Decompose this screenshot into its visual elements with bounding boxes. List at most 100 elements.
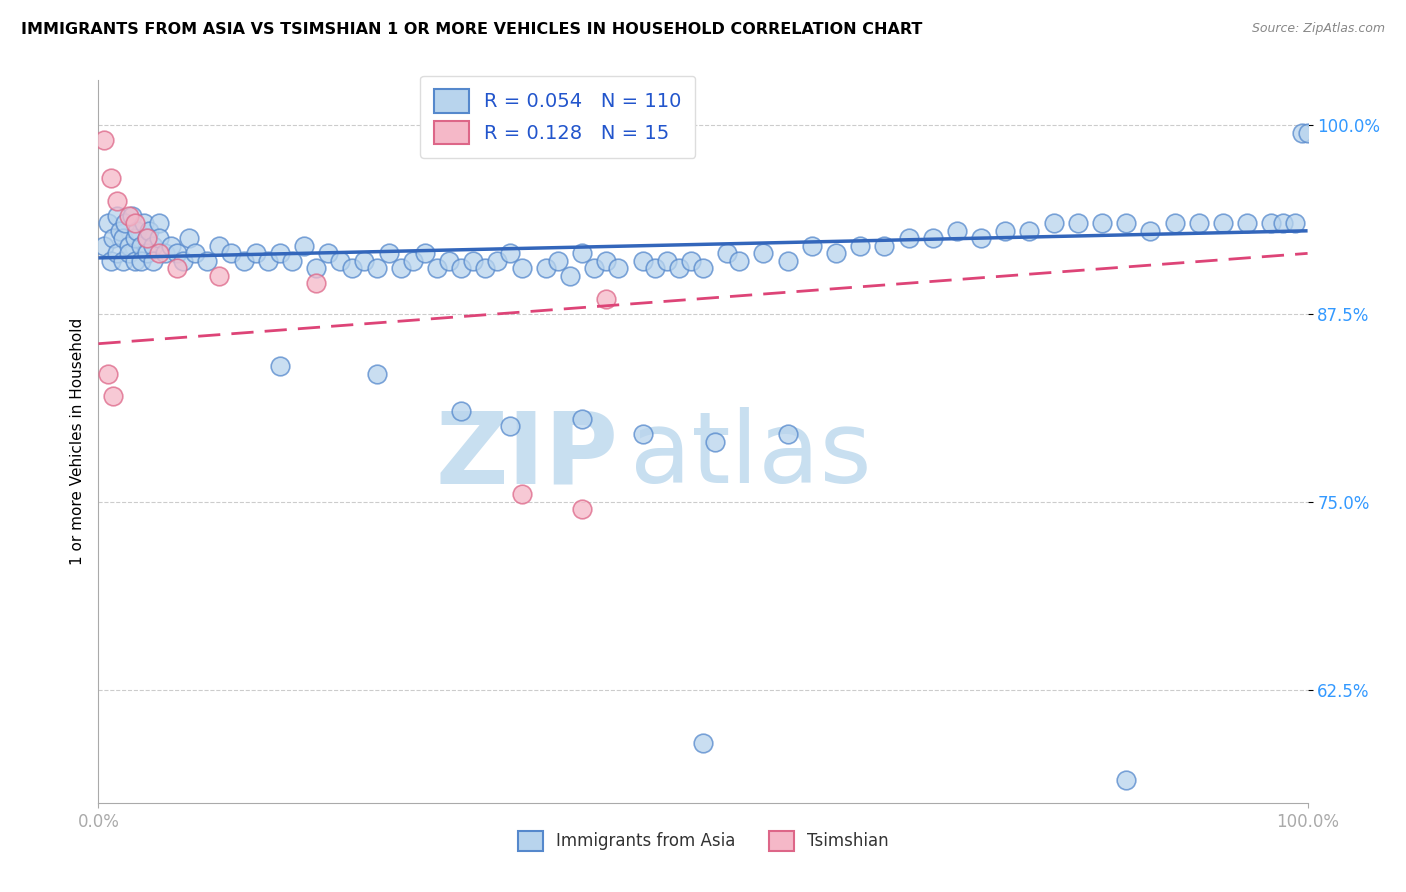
Point	[118, 246, 141, 260]
Point	[232, 253, 254, 268]
Point	[1115, 216, 1137, 230]
Point	[108, 224, 131, 238]
Text: Source: ZipAtlas.com: Source: ZipAtlas.com	[1251, 22, 1385, 36]
Point	[728, 253, 751, 268]
Point	[179, 231, 201, 245]
Point	[607, 261, 630, 276]
Point	[571, 246, 593, 260]
Point	[1163, 216, 1185, 230]
Point	[994, 224, 1017, 238]
Point	[583, 261, 606, 276]
Text: ZIP: ZIP	[436, 408, 619, 505]
Point	[111, 231, 134, 245]
Point	[148, 231, 170, 245]
Point	[148, 246, 170, 260]
Point	[305, 277, 328, 291]
Point	[124, 253, 146, 268]
Point	[510, 487, 533, 501]
Point	[208, 239, 231, 253]
Point	[101, 231, 124, 245]
Point	[127, 224, 149, 238]
Point	[498, 246, 520, 260]
Point	[93, 133, 115, 147]
Point	[118, 239, 141, 253]
Point	[1272, 216, 1295, 230]
Point	[463, 253, 485, 268]
Point	[1018, 224, 1040, 238]
Text: atlas: atlas	[630, 408, 872, 505]
Point	[716, 246, 738, 260]
Point	[389, 261, 412, 276]
Point	[1212, 216, 1234, 230]
Point	[292, 239, 315, 253]
Point	[595, 253, 617, 268]
Point	[142, 239, 165, 253]
Point	[135, 231, 157, 245]
Point	[571, 412, 593, 426]
Point	[1284, 216, 1306, 230]
Point	[631, 253, 654, 268]
Point	[534, 261, 557, 276]
Point	[342, 261, 364, 276]
Point	[474, 261, 496, 276]
Point	[184, 246, 207, 260]
Point	[269, 246, 291, 260]
Point	[353, 253, 375, 268]
Point	[450, 404, 472, 418]
Point	[595, 292, 617, 306]
Point	[129, 253, 152, 268]
Point	[135, 231, 157, 245]
Point	[134, 216, 156, 230]
Point	[571, 502, 593, 516]
Point	[498, 419, 520, 434]
Point	[679, 253, 702, 268]
Text: IMMIGRANTS FROM ASIA VS TSIMSHIAN 1 OR MORE VEHICLES IN HOUSEHOLD CORRELATION CH: IMMIGRANTS FROM ASIA VS TSIMSHIAN 1 OR M…	[21, 22, 922, 37]
Point	[825, 246, 848, 260]
Point	[946, 224, 969, 238]
Point	[402, 253, 425, 268]
Point	[135, 246, 157, 260]
Point	[486, 253, 509, 268]
Point	[100, 253, 122, 268]
Legend: Immigrants from Asia, Tsimshian: Immigrants from Asia, Tsimshian	[509, 822, 897, 860]
Point	[269, 359, 291, 374]
Point	[93, 239, 115, 253]
Point	[437, 253, 460, 268]
Point	[377, 246, 399, 260]
Point	[631, 427, 654, 442]
Point	[655, 253, 678, 268]
Point	[245, 246, 267, 260]
Point	[221, 246, 243, 260]
Point	[305, 261, 328, 276]
Point	[510, 261, 533, 276]
Point	[547, 253, 569, 268]
Point	[129, 239, 152, 253]
Point	[366, 261, 388, 276]
Point	[256, 253, 278, 268]
Point	[97, 216, 120, 230]
Point	[450, 261, 472, 276]
Point	[1139, 224, 1161, 238]
Point	[413, 246, 436, 260]
Point	[1042, 216, 1064, 230]
Point	[114, 216, 136, 230]
Point	[105, 194, 128, 208]
Point	[1091, 216, 1114, 230]
Point	[776, 253, 799, 268]
Point	[921, 231, 943, 245]
Y-axis label: 1 or more Vehicles in Household: 1 or more Vehicles in Household	[69, 318, 84, 566]
Point	[166, 246, 188, 260]
Point	[1260, 216, 1282, 230]
Point	[124, 216, 146, 230]
Point	[1115, 773, 1137, 788]
Point	[329, 253, 352, 268]
Point	[668, 261, 690, 276]
Point	[124, 231, 146, 245]
Point	[138, 224, 160, 238]
Point	[704, 434, 727, 449]
Point	[752, 246, 775, 260]
Point	[692, 735, 714, 749]
Point	[1296, 126, 1319, 140]
Point	[101, 389, 124, 403]
Point	[873, 239, 896, 253]
